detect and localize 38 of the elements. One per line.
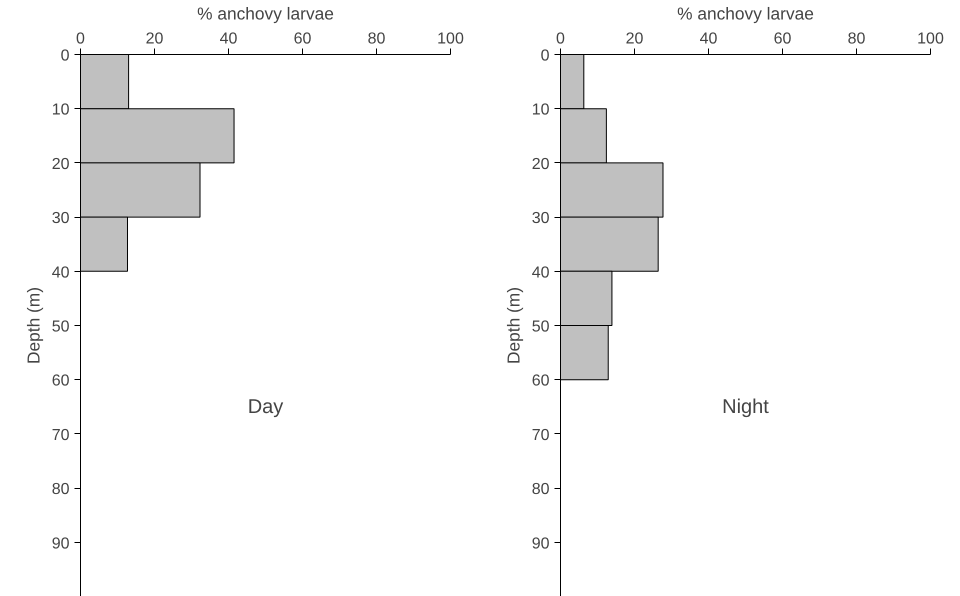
- y-tick-label: 10: [532, 102, 550, 119]
- annotation: Night: [722, 396, 770, 418]
- y-tick-label: 40: [52, 264, 70, 282]
- x-tick-label: 100: [437, 30, 464, 48]
- y-tick-label: 30: [532, 210, 550, 228]
- annotation: Day: [248, 396, 284, 418]
- y-tick-label: 90: [532, 535, 550, 552]
- y-tick-label: 80: [532, 481, 550, 498]
- y-tick-label: 0: [540, 48, 550, 64]
- y-tick-label: 60: [52, 372, 70, 390]
- y-tick-label: 40: [532, 264, 550, 282]
- x-tick-label: 40: [700, 30, 718, 48]
- y-tick-label: 70: [532, 426, 550, 444]
- y-tick-label: 30: [52, 210, 70, 228]
- y-tick-label: 50: [52, 318, 70, 336]
- x-tick-label: 20: [146, 30, 164, 48]
- x-axis-title: % anchovy larvae: [677, 4, 814, 24]
- y-tick-label: 0: [60, 48, 70, 64]
- x-tick-label: 0: [76, 30, 86, 48]
- x-tick-label: 60: [774, 30, 792, 48]
- y-tick-label: 80: [52, 481, 70, 498]
- y-tick-label: 20: [532, 156, 550, 173]
- y-tick-label: 70: [52, 426, 70, 444]
- x-axis-title: % anchovy larvae: [197, 4, 334, 24]
- y-tick-label: 10: [52, 102, 70, 119]
- x-tick-label: 0: [556, 30, 566, 48]
- x-tick-label: 60: [294, 30, 312, 48]
- x-tick-label: 80: [848, 30, 866, 48]
- y-axis-title: Depth (m): [504, 286, 524, 364]
- y-tick-label: 90: [52, 535, 70, 552]
- x-tick-label: 40: [220, 30, 238, 48]
- y-axis-title: Depth (m): [24, 286, 44, 364]
- y-tick-label: 50: [532, 318, 550, 336]
- x-tick-label: 100: [917, 30, 944, 48]
- y-tick-label: 20: [52, 156, 70, 173]
- x-tick-label: 20: [626, 30, 644, 48]
- y-tick-label: 60: [532, 372, 550, 390]
- x-tick-label: 80: [368, 30, 386, 48]
